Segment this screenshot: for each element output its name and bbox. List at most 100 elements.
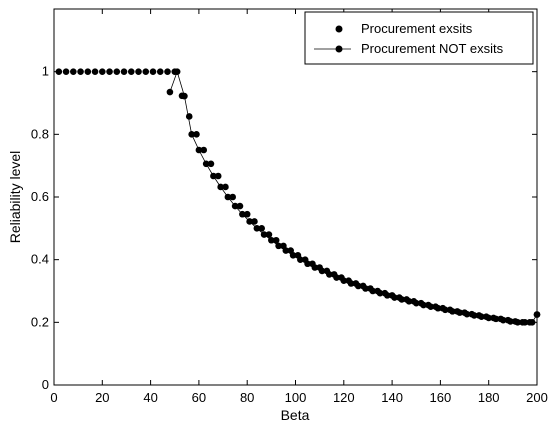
data-point-procurement-not-exsits <box>528 319 536 326</box>
data-point-procurement-not-exsits <box>340 277 348 284</box>
data-point-procurement-exsits <box>207 160 215 168</box>
data-point-procurement-exsits <box>113 68 121 75</box>
data-point-procurement-not-exsits <box>297 256 304 263</box>
data-point-procurement-not-exsits <box>376 289 384 297</box>
data-point-procurement-not-exsits <box>427 303 435 310</box>
data-point-procurement-not-exsits <box>405 298 413 305</box>
data-point-procurement-exsits <box>77 68 84 75</box>
data-point-procurement-not-exsits <box>383 292 391 299</box>
data-point-procurement-not-exsits <box>318 267 326 275</box>
legend-marker-procurement-exsits <box>335 25 343 33</box>
data-point-procurement-exsits <box>243 210 251 218</box>
data-point-procurement-not-exsits <box>449 308 456 315</box>
data-point-procurement-exsits <box>142 68 150 75</box>
data-point-procurement-exsits <box>84 68 92 75</box>
data-point-procurement-not-exsits <box>499 316 507 324</box>
data-point-procurement-exsits <box>214 172 222 180</box>
data-point-procurement-not-exsits <box>434 304 442 312</box>
y-tick-label: 0.2 <box>31 314 49 329</box>
x-tick-label: 100 <box>285 390 307 405</box>
data-point-procurement-exsits <box>229 193 237 201</box>
x-tick-label: 160 <box>430 390 452 405</box>
data-point-procurement-not-exsits <box>514 319 521 326</box>
y-tick-label: 1 <box>42 64 49 79</box>
x-tick-label: 180 <box>478 390 500 405</box>
data-point-procurement-not-exsits <box>224 193 232 201</box>
data-point-procurement-not-exsits <box>456 309 464 316</box>
legend-label-procurement-exsits: Procurement exsits <box>361 21 473 36</box>
y-tick-label: 0.8 <box>31 126 49 141</box>
data-point-procurement-exsits <box>55 68 63 75</box>
legend-marker-procurement-not-exsits <box>335 45 343 53</box>
data-point-procurement-not-exsits <box>492 315 500 323</box>
data-point-procurement-not-exsits <box>304 260 311 268</box>
data-point-procurement-exsits <box>185 113 193 120</box>
data-point-procurement-exsits <box>120 68 128 75</box>
data-point-procurement-not-exsits <box>289 251 297 259</box>
data-point-procurement-not-exsits <box>412 299 420 307</box>
data-point-procurement-not-exsits <box>333 274 340 281</box>
data-point-procurement-not-exsits <box>253 225 261 232</box>
data-point-procurement-not-exsits <box>210 172 217 180</box>
x-tick-label: 200 <box>526 390 548 405</box>
y-tick-label: 0.6 <box>31 189 49 204</box>
data-point-procurement-not-exsits <box>311 264 319 271</box>
data-point-procurement-not-exsits <box>260 231 268 238</box>
data-point-procurement-not-exsits <box>326 271 333 278</box>
data-point-procurement-exsits <box>106 68 113 75</box>
x-tick-label: 140 <box>381 390 403 405</box>
data-point-procurement-exsits <box>70 68 77 75</box>
data-point-procurement-not-exsits <box>391 294 398 301</box>
data-point-procurement-not-exsits <box>521 319 529 326</box>
x-tick-label: 40 <box>143 390 157 405</box>
data-point-procurement-not-exsits <box>173 68 181 75</box>
x-tick-label: 80 <box>240 390 254 405</box>
y-axis-title: Reliability level <box>7 151 23 244</box>
data-point-procurement-exsits <box>236 202 244 210</box>
data-point-procurement-not-exsits <box>181 92 188 100</box>
x-tick-label: 60 <box>192 390 206 405</box>
data-point-procurement-exsits <box>251 218 258 225</box>
data-point-procurement-exsits <box>258 225 265 232</box>
data-point-procurement-not-exsits <box>282 247 290 254</box>
y-tick-label: 0.4 <box>31 252 49 267</box>
data-point-procurement-not-exsits <box>347 280 355 287</box>
data-point-procurement-not-exsits <box>362 285 369 292</box>
y-tick-label: 0 <box>42 377 49 392</box>
data-point-procurement-exsits <box>135 68 142 75</box>
data-point-procurement-not-exsits <box>239 210 246 218</box>
data-point-procurement-exsits <box>99 68 106 75</box>
data-point-procurement-not-exsits <box>268 236 275 244</box>
data-point-procurement-exsits <box>222 183 229 191</box>
data-point-procurement-exsits <box>265 231 273 238</box>
x-tick-label: 120 <box>333 390 355 405</box>
x-tick-label: 20 <box>95 390 109 405</box>
data-point-procurement-not-exsits <box>217 183 224 191</box>
data-point-procurement-not-exsits <box>478 313 485 320</box>
data-point-procurement-exsits <box>272 236 280 244</box>
series-points-layer <box>55 68 541 326</box>
data-point-procurement-exsits <box>193 131 200 138</box>
data-point-procurement-exsits <box>91 68 99 75</box>
data-point-procurement-exsits <box>62 68 70 75</box>
data-point-procurement-not-exsits <box>246 218 253 225</box>
data-point-procurement-not-exsits <box>463 310 471 318</box>
data-point-procurement-exsits <box>200 146 208 154</box>
data-point-procurement-not-exsits <box>485 314 493 322</box>
data-point-procurement-not-exsits <box>441 306 449 314</box>
data-point-procurement-not-exsits <box>369 287 377 295</box>
data-point-procurement-not-exsits <box>231 202 239 210</box>
data-point-procurement-not-exsits <box>354 282 362 290</box>
data-point-procurement-not-exsits <box>470 312 478 319</box>
data-point-procurement-not-exsits <box>275 242 282 250</box>
data-point-procurement-not-exsits <box>195 146 203 154</box>
legend-label-procurement-not-exsits: Procurement NOT exsits <box>361 41 504 56</box>
y-axis-ticks: 0 0.2 0.4 0.6 0.8 1 <box>31 64 537 392</box>
legend-box <box>304 11 534 65</box>
data-point-procurement-exsits <box>149 68 157 75</box>
data-point-procurement-exsits <box>164 68 171 75</box>
plot-area <box>53 8 538 386</box>
data-point-procurement-not-exsits <box>420 301 427 309</box>
data-point-procurement-exsits <box>127 68 135 75</box>
